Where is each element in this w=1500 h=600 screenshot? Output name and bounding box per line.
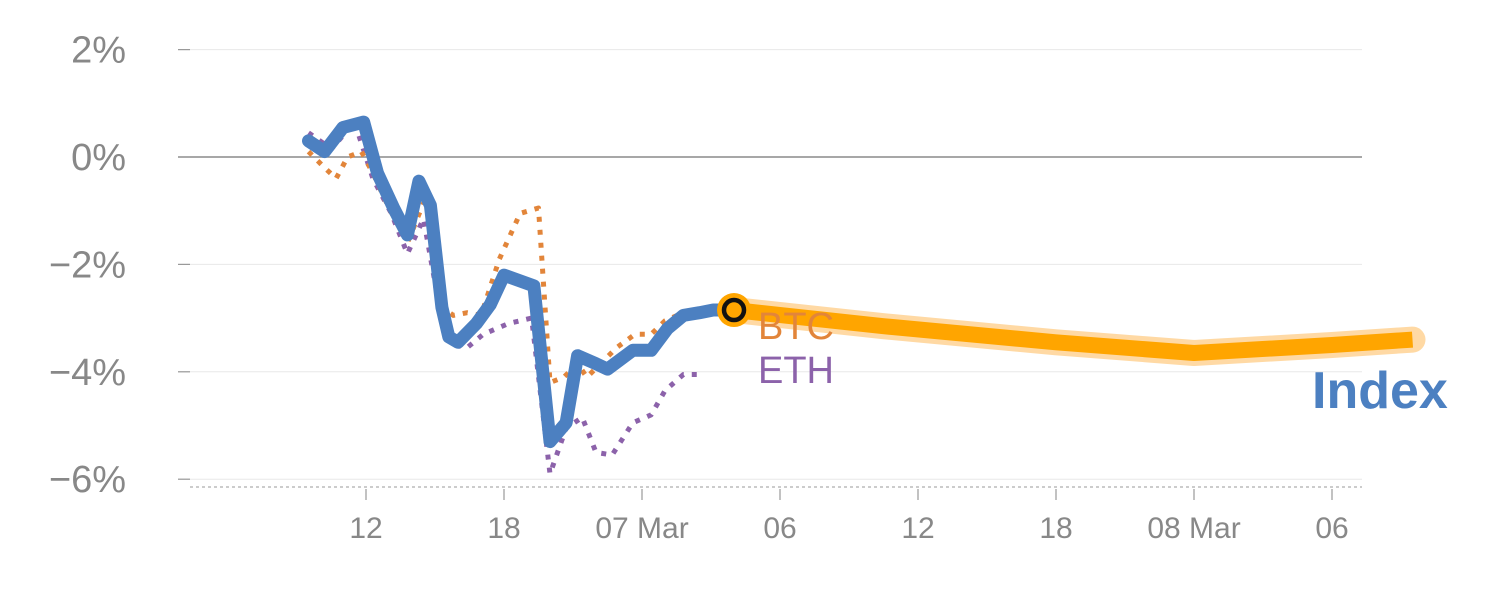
x-tick-label-1: 18 [487,512,520,545]
eth-series-line [307,119,698,477]
x-tick-label-0: 12 [349,512,382,545]
series-lines [302,115,741,477]
y-tick-label-2: −2% [49,244,126,286]
eth-label: ETH [758,350,834,392]
btc-label: BTC [758,306,834,348]
x-tick-label-4: 12 [901,512,934,545]
gridlines [178,49,1362,488]
x-axis: 12 18 07 Mar 06 12 18 08 Mar 06 [349,489,1349,545]
x-tick-label-3: 06 [763,512,796,545]
y-axis: 2% 0% −2% −4% −6% [49,30,190,501]
x-tick-label-6: 08 Mar [1147,512,1240,545]
current-marker [717,293,751,328]
forecast-band [721,297,1426,366]
x-tick-label-7: 06 [1315,512,1348,545]
y-tick-label-3: −4% [49,352,126,394]
series-labels: BTC ETH Index [758,306,1448,420]
index-label: Index [1312,362,1448,420]
y-tick-label-1: 0% [71,137,126,179]
index-series-line [302,115,741,449]
x-tick-label-5: 18 [1039,512,1072,545]
x-tick-label-2: 07 Mar [595,512,688,545]
y-tick-label-0: 2% [71,30,126,72]
forecast-band-line [733,302,1414,361]
y-tick-label-4: −6% [49,459,126,501]
current-marker-ring [721,297,747,323]
btc-series-line [306,149,685,385]
